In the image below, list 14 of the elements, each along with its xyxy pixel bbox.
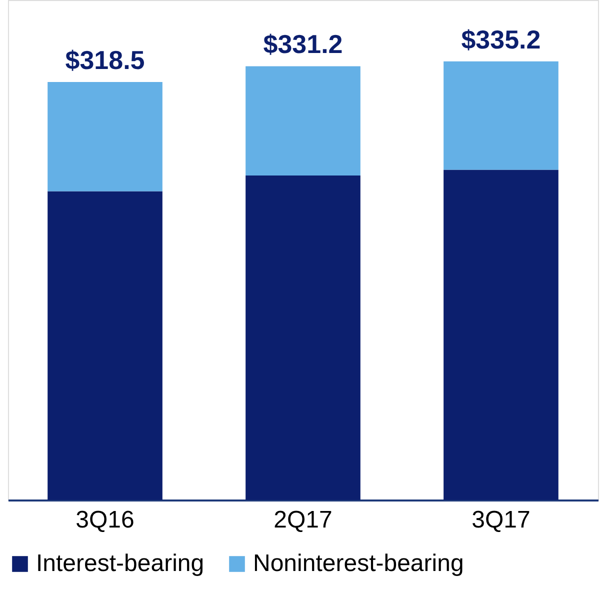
bar (246, 175, 360, 500)
annotation: $331.2 (263, 29, 343, 60)
bar (48, 82, 162, 192)
bar (48, 191, 162, 500)
annotation: $335.2 (461, 24, 541, 54)
x-tick-label: 3Q16 (76, 506, 134, 534)
bar (246, 66, 360, 176)
bar (444, 61, 558, 170)
legend-label: Interest-bearing (36, 550, 204, 577)
x-tick-label: 2Q17 (274, 506, 332, 534)
legend-label: Noninterest-bearing (253, 550, 464, 577)
bar (444, 170, 558, 500)
annotation: $318.5 (65, 45, 145, 76)
x-tick-label: 3Q17 (472, 506, 530, 534)
